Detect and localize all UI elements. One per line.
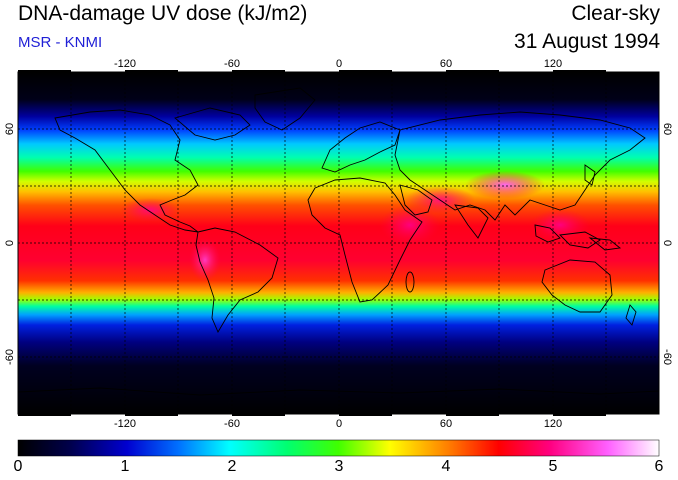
date-label: 31 August 1994: [514, 30, 660, 53]
lat-tick-left: 60: [4, 123, 16, 135]
lat-tick-right: 60: [661, 123, 673, 135]
source-label: MSR - KNMI: [18, 34, 103, 51]
colorbar-label: 0: [13, 458, 23, 475]
lon-tick-bottom: 0: [336, 418, 342, 430]
colorbar-label: 4: [441, 458, 451, 475]
map-frame: [17, 71, 660, 415]
sky-condition-label: Clear-sky: [571, 2, 660, 25]
lon-tick-top: 60: [440, 58, 452, 70]
lat-tick-left: 0: [4, 240, 16, 246]
colorbar-label: 3: [334, 458, 344, 475]
colorbar: [17, 439, 660, 457]
colorbar-label: 2: [227, 458, 237, 475]
lon-tick-bottom: -120: [114, 418, 136, 430]
lon-tick-bottom: 120: [544, 418, 562, 430]
lon-tick-top: 0: [336, 58, 342, 70]
colorbar-label: 6: [654, 458, 664, 475]
graticule: [18, 72, 659, 414]
coastlines: [18, 87, 659, 396]
lat-tick-left: -60: [4, 349, 16, 365]
lat-tick-right: 0: [661, 240, 673, 246]
lon-tick-bottom: 60: [440, 418, 452, 430]
lat-tick-right: -60: [661, 349, 673, 365]
map-border-scale: [18, 70, 606, 416]
lon-tick-bottom: -60: [224, 418, 240, 430]
lon-tick-top: 120: [544, 58, 562, 70]
map-title: DNA-damage UV dose (kJ/m2): [18, 2, 308, 25]
colorbar-label: 5: [548, 458, 558, 475]
colorbar-label: 1: [120, 458, 130, 475]
lon-tick-top: -60: [224, 58, 240, 70]
lon-tick-top: -120: [114, 58, 136, 70]
